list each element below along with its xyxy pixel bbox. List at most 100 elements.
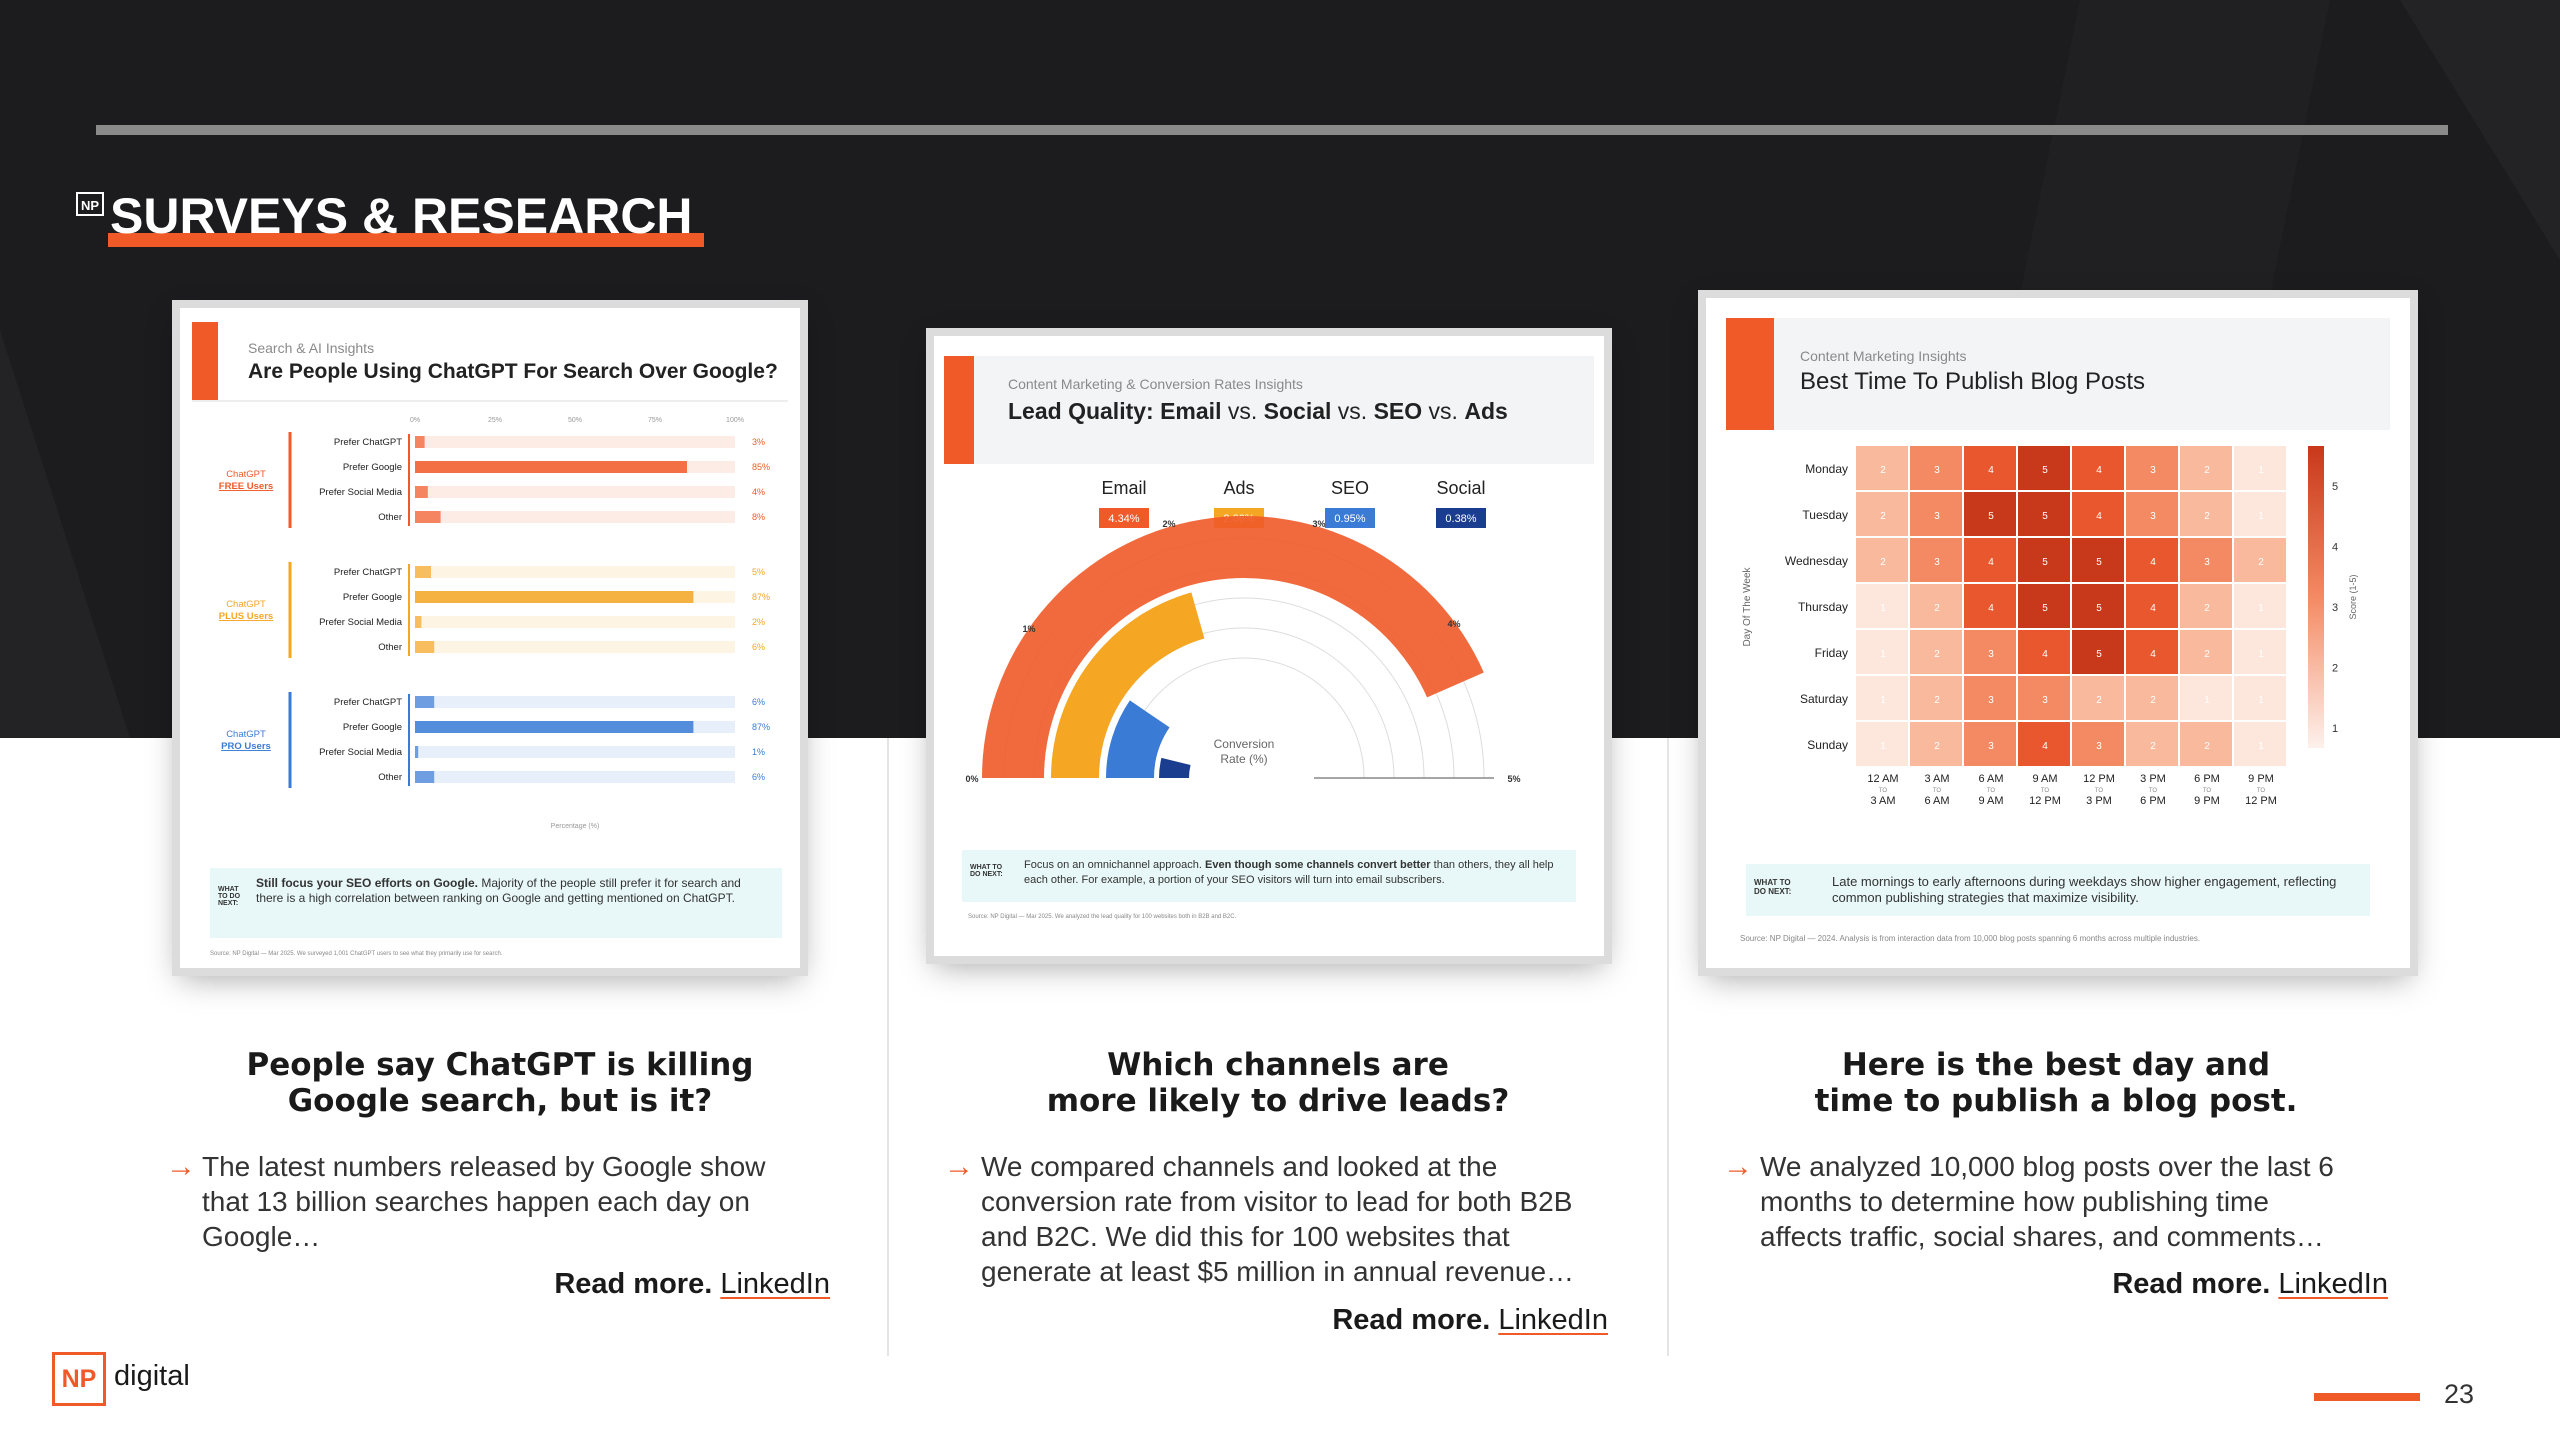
card-2-heading: Which channels are more likely to drive … <box>978 1047 1578 1119</box>
bar-value-label: 87% <box>752 722 770 732</box>
arrow-right-icon: → <box>1723 1150 1753 1183</box>
arrow-right-icon: → <box>166 1150 196 1183</box>
heatmap-cell <box>2126 492 2178 536</box>
heatmap-chart: Day Of The Week Monday 2 3 4 5 4 3 2 1 Tuesday 2 3 5 5… <box>1742 446 2358 807</box>
day-label: Monday <box>1805 462 1848 476</box>
cell-score: 2 <box>1934 695 1940 706</box>
bar-value-label: 6% <box>752 697 765 707</box>
time-label: 9 AM <box>2032 773 2057 785</box>
cell-score: 2 <box>2096 695 2102 706</box>
heatmap-cell <box>1910 492 1962 536</box>
cell-score: 5 <box>2096 557 2102 568</box>
time-label: 6 PM <box>2194 773 2220 785</box>
heatmap-cell <box>1856 722 1908 766</box>
linkedin-link[interactable]: LinkedIn <box>1498 1304 1608 1336</box>
heatmap-cell <box>2072 630 2124 674</box>
cell-score: 2 <box>2204 465 2210 476</box>
gauge-arc <box>1051 592 1205 778</box>
bar-track <box>415 566 735 578</box>
legend-name: Social <box>1436 478 1485 498</box>
card-1-readmore: Read more. LinkedIn <box>430 1268 830 1301</box>
body-line: Google… <box>202 1221 321 1252</box>
bar-row-label: Prefer Social Media <box>319 747 403 758</box>
bar <box>415 696 435 708</box>
heatmap-cell <box>1910 584 1962 628</box>
card-1-body: The latest numbers released by Google sh… <box>202 1149 842 1254</box>
cell-score: 2 <box>1934 603 1940 614</box>
bar-track <box>415 696 735 708</box>
legend-badge <box>1099 508 1149 528</box>
group-label: FREE Users <box>219 481 273 492</box>
card-best-time-to-publish[interactable]: Content Marketing Insights Best Time To … <box>1706 298 2410 968</box>
heatmap-cell <box>2126 446 2178 490</box>
heatmap-cell <box>2018 630 2070 674</box>
heatmap-cell <box>1856 538 1908 582</box>
body-line: months to determine how publishing time <box>1760 1186 2269 1217</box>
day-label: Tuesday <box>1802 508 1848 522</box>
card-1-heading: People say ChatGPT is killing Google sea… <box>200 1047 800 1119</box>
bar-row-label: Prefer ChatGPT <box>334 697 402 708</box>
bar-value-label: 85% <box>752 462 770 472</box>
bar <box>415 746 419 758</box>
heatmap-cell <box>2018 492 2070 536</box>
cell-score: 1 <box>1880 741 1886 752</box>
card-chatgpt-vs-google[interactable]: Search & AI Insights Are People Using Ch… <box>180 308 800 968</box>
heatmap-cell <box>2126 722 2178 766</box>
heatmap-cell <box>1964 538 2016 582</box>
bar-track <box>415 616 735 628</box>
axis-tick-label: 0% <box>410 417 420 424</box>
cell-score: 3 <box>1988 741 1994 752</box>
legend-name: Ads <box>1223 478 1254 498</box>
bar-track <box>415 486 735 498</box>
cell-score: 2 <box>1880 511 1886 522</box>
cell-score: 2 <box>2150 695 2156 706</box>
linkedin-link[interactable]: LinkedIn <box>2278 1268 2388 1300</box>
linkedin-link[interactable]: LinkedIn <box>720 1268 830 1300</box>
group-label: ChatGPT <box>226 469 266 480</box>
bar <box>415 721 694 733</box>
time-label-to: TO <box>2095 788 2104 794</box>
bar-value-label: 6% <box>752 772 765 782</box>
heading-line: time to publish a blog post. <box>1814 1083 2298 1119</box>
time-label: 6 AM <box>1978 773 2003 785</box>
what-to-do-box: WHAT TO DO NEXT: Late mornings to early … <box>1746 864 2370 916</box>
np-badge-icon: NP <box>76 192 104 216</box>
heatmap-cell <box>1964 630 2016 674</box>
cell-score: 3 <box>2204 557 2210 568</box>
day-label: Thursday <box>1798 600 1848 614</box>
body-line: affects traffic, social shares, and comm… <box>1760 1221 2324 1252</box>
cell-score: 5 <box>2042 557 2048 568</box>
body-line: and B2C. We did this for 100 websites th… <box>981 1221 1510 1252</box>
bar-value-label: 1% <box>752 747 765 757</box>
heatmap-cell <box>2180 492 2232 536</box>
heatmap-cell <box>2234 538 2286 582</box>
bar-value-label: 87% <box>752 592 770 602</box>
gauge-tick: 5% <box>1507 774 1520 784</box>
card-lead-quality[interactable]: Content Marketing & Conversion Rates Ins… <box>934 336 1604 956</box>
bar <box>415 771 435 783</box>
np-digital-tag <box>944 356 974 464</box>
title-underline <box>108 233 704 247</box>
gauge-tick: 1% <box>1022 624 1035 634</box>
time-label: 6 PM <box>2140 795 2166 807</box>
heatmap-cell <box>1910 446 1962 490</box>
cell-score: 2 <box>1880 557 1886 568</box>
source-note: Source: NP Digital — Mar 2025. We analyz… <box>968 914 1237 920</box>
body-line: The latest numbers released by Google sh… <box>202 1151 766 1182</box>
heatmap-cell <box>2072 492 2124 536</box>
card-title: Lead Quality: Email vs. Social vs. SEO v… <box>1008 398 1508 424</box>
heatmap-cell <box>2180 676 2232 720</box>
bar-row-label: Prefer Google <box>343 722 402 733</box>
time-label-to: TO <box>2203 788 2212 794</box>
heatmap-cell <box>1964 722 2016 766</box>
card-category: Search & AI Insights <box>248 340 375 356</box>
gauge-tick: 4% <box>1447 619 1460 629</box>
arrow-right-icon: → <box>944 1150 974 1183</box>
card-header-divider <box>192 400 788 402</box>
cell-score: 3 <box>1988 695 1994 706</box>
readmore-label: Read more. <box>554 1268 713 1300</box>
heatmap-cell <box>2126 538 2178 582</box>
time-label: 12 AM <box>1867 773 1898 785</box>
heatmap-cell <box>1856 584 1908 628</box>
heatmap-cell <box>2018 722 2070 766</box>
